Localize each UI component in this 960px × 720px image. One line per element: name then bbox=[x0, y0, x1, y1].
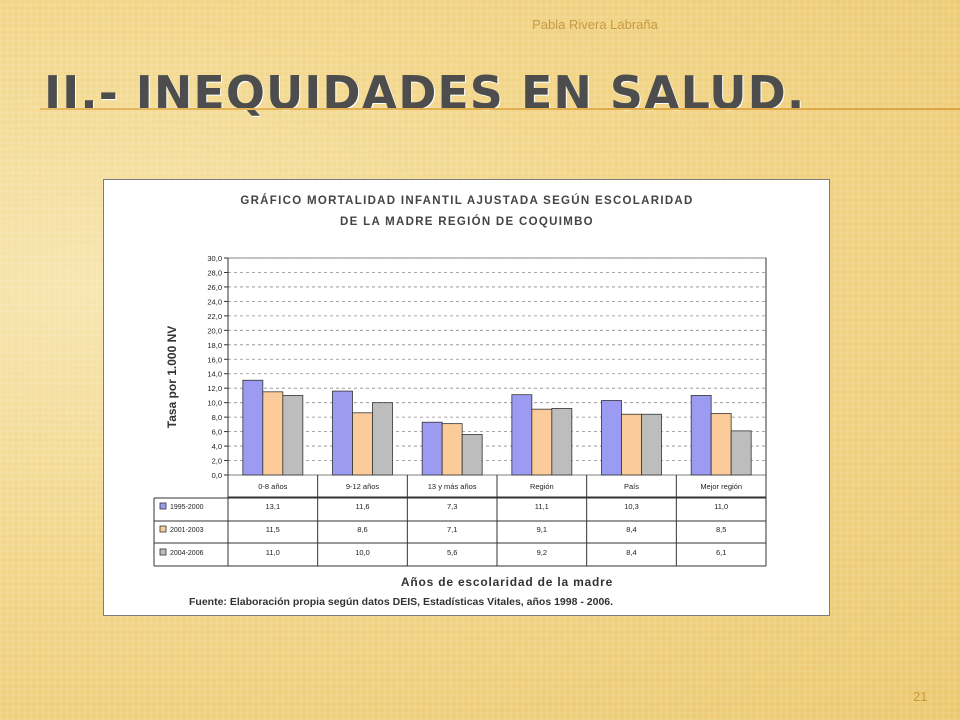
legend-key-2001-2003 bbox=[159, 525, 167, 533]
slide-title: II.- INEQUIDADES EN SALUD. bbox=[44, 66, 806, 120]
bar-2004-2006-Mejor región bbox=[730, 430, 752, 476]
chart-source: Fuente: Elaboración propia según datos D… bbox=[189, 596, 613, 608]
y-tick-label: 12,0 bbox=[207, 384, 222, 393]
bar-1995-2000-0-8 años bbox=[242, 379, 264, 476]
plot-area bbox=[227, 257, 767, 476]
page-number: 21 bbox=[913, 689, 928, 704]
bar-2001-2003-0-8 años bbox=[262, 391, 284, 476]
bar-2001-2003-País bbox=[621, 413, 642, 476]
y-axis-ticks: 0,0 2,0 4,0 6,0 8,0 10,0 12,0 14,0 16,0 18,0 20,0 2… bbox=[207, 254, 229, 480]
bar-2001-2003-9-12 años bbox=[352, 412, 373, 476]
bar-2001-2003-13 y más años bbox=[441, 423, 463, 476]
table-value: 13,1 bbox=[266, 502, 281, 511]
y-axis-label: Tasa por 1.000 NV bbox=[165, 326, 179, 429]
table-value: 9,2 bbox=[537, 548, 547, 557]
category-label: 9-12 años bbox=[346, 482, 380, 491]
category-label: 0-8 años bbox=[258, 482, 287, 491]
table-value: 11,5 bbox=[266, 525, 280, 534]
category-label: 13 y más años bbox=[428, 482, 477, 491]
category-label: Mejor región bbox=[700, 482, 742, 491]
y-tick-label: 2,0 bbox=[212, 457, 222, 466]
bar-2004-2006-Región bbox=[551, 408, 573, 476]
chart-title-line1: GRÁFICO MORTALIDAD INFANTIL AJUSTADA SEG… bbox=[240, 194, 693, 207]
y-tick-label: 20,0 bbox=[207, 326, 222, 335]
table-value: 11,0 bbox=[714, 502, 728, 511]
bar-1995-2000-9-12 años bbox=[332, 390, 353, 476]
table-value: 11,0 bbox=[266, 548, 280, 557]
table-value: 11,6 bbox=[355, 502, 369, 511]
legend-key-2004-2006 bbox=[159, 548, 167, 556]
category-label: Región bbox=[530, 482, 554, 491]
table-value: 8,5 bbox=[716, 525, 726, 534]
table-value: 10,3 bbox=[624, 502, 639, 511]
bar-2001-2003-Región bbox=[531, 408, 553, 476]
y-tick-label: 10,0 bbox=[207, 399, 222, 408]
bar-series bbox=[242, 379, 752, 476]
legend-key-1995-2000 bbox=[159, 502, 167, 510]
bar-2004-2006-0-8 años bbox=[282, 395, 304, 476]
bar-2001-2003-Mejor región bbox=[710, 413, 732, 476]
y-tick-label: 0,0 bbox=[212, 471, 222, 480]
y-tick-label: 26,0 bbox=[207, 283, 222, 292]
bar-2004-2006-País bbox=[641, 413, 662, 476]
table-value: 10,0 bbox=[355, 548, 370, 557]
y-tick-label: 22,0 bbox=[207, 312, 222, 321]
slide-author: Pabla Rivera Labraña bbox=[532, 17, 658, 32]
category-label: País bbox=[624, 482, 639, 491]
y-tick-label: 28,0 bbox=[207, 268, 222, 277]
table-value: 5,6 bbox=[447, 548, 457, 557]
y-tick-label: 4,0 bbox=[212, 442, 222, 451]
bar-1995-2000-13 y más años bbox=[421, 421, 443, 476]
series-name: 1995-2000 bbox=[170, 504, 204, 511]
chart-title-line2: DE LA MADRE REGIÓN DE COQUIMBO bbox=[340, 215, 594, 228]
table-value: 9,1 bbox=[537, 525, 547, 534]
y-tick-label: 18,0 bbox=[207, 341, 222, 350]
y-tick-label: 14,0 bbox=[207, 370, 222, 379]
table-value: 7,3 bbox=[447, 502, 457, 511]
table-value: 6,1 bbox=[716, 548, 726, 557]
y-tick-label: 24,0 bbox=[207, 297, 222, 306]
bar-1995-2000-País bbox=[601, 400, 622, 476]
series-name: 2004-2006 bbox=[170, 550, 204, 557]
table-value: 8,4 bbox=[626, 525, 636, 534]
bar-1995-2000-Mejor región bbox=[690, 395, 712, 476]
y-tick-label: 8,0 bbox=[212, 413, 222, 422]
title-underline bbox=[40, 108, 960, 110]
bar-2004-2006-13 y más años bbox=[461, 434, 483, 476]
bar-1995-2000-Región bbox=[511, 394, 533, 476]
bar-2004-2006-9-12 años bbox=[372, 402, 393, 476]
mortality-chart: GRÁFICO MORTALIDAD INFANTIL AJUSTADA SEG… bbox=[153, 194, 767, 608]
chart-image: GRÁFICO MORTALIDAD INFANTIL AJUSTADA SEG… bbox=[103, 179, 830, 616]
table-value: 11,1 bbox=[535, 502, 549, 511]
table-value: 7,1 bbox=[447, 525, 457, 534]
y-tick-label: 30,0 bbox=[207, 254, 222, 263]
data-table: 0-8 años 9-12 años 13 y más años Región País… bbox=[153, 258, 767, 567]
series-name: 2001-2003 bbox=[170, 527, 204, 534]
table-value: 8,4 bbox=[626, 548, 636, 557]
y-tick-label: 6,0 bbox=[212, 428, 222, 437]
table-value: 8,6 bbox=[357, 525, 367, 534]
x-axis-label: Años de escolaridad de la madre bbox=[401, 575, 613, 589]
y-tick-label: 16,0 bbox=[207, 355, 222, 364]
plot-frame bbox=[227, 257, 767, 476]
